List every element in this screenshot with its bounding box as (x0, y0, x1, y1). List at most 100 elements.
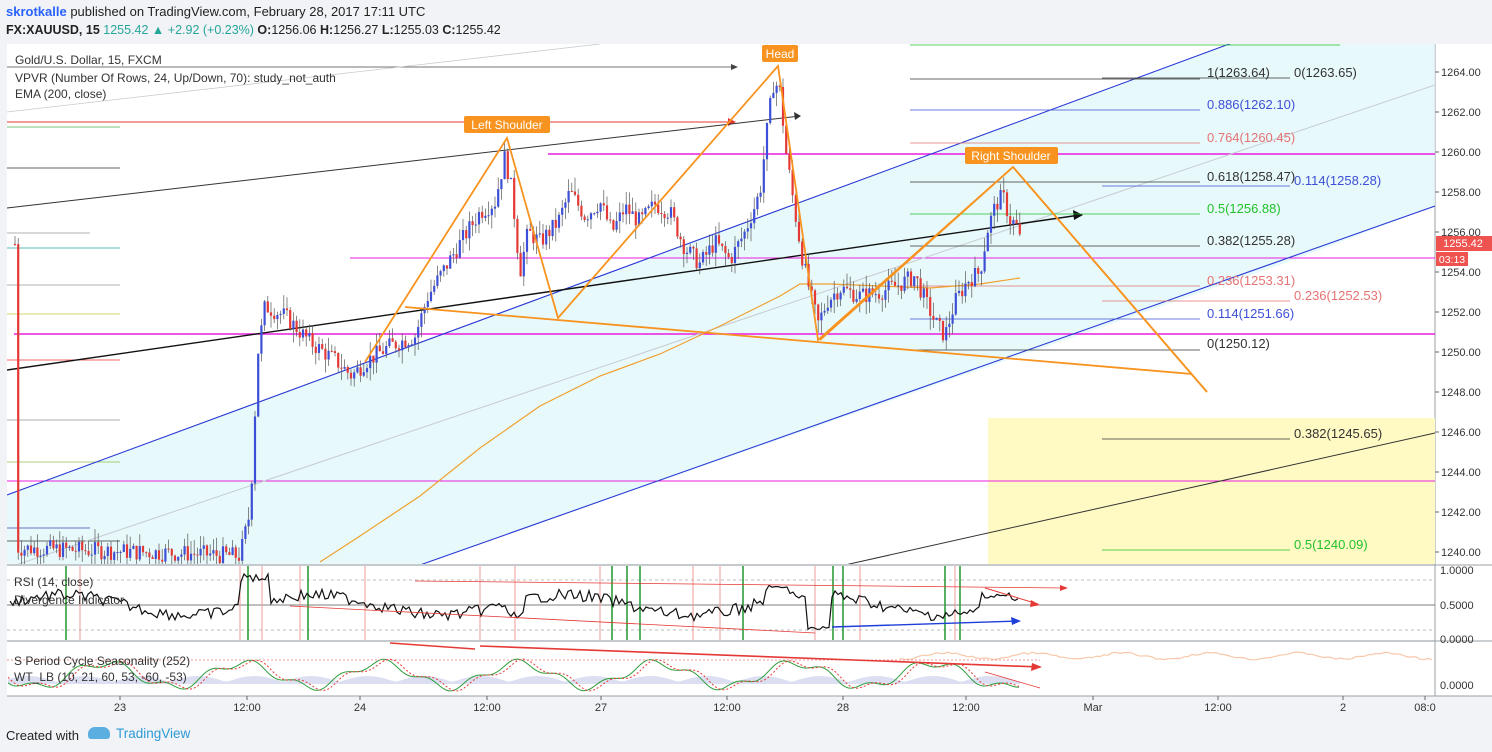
candle-body (986, 232, 989, 252)
footer-bar: Created with TradingView (0, 718, 1492, 752)
rsi-pane (7, 566, 1435, 640)
candle-body (365, 368, 369, 373)
candle-body (877, 294, 881, 299)
candle-body (938, 317, 941, 321)
candle-body (983, 251, 986, 272)
chart-legend: Gold/U.S. Dollar, 15, FXCM VPVR (Number … (15, 53, 336, 101)
candle-body (193, 553, 196, 555)
created-with: Created with (6, 728, 79, 743)
candle-body (954, 293, 957, 315)
candle-body (407, 344, 410, 348)
candle-body (180, 554, 183, 557)
vpvr-lines (7, 126, 120, 542)
candle-body (641, 212, 644, 215)
candle-body (874, 294, 877, 296)
candle-body (762, 159, 765, 193)
candle-body (244, 526, 247, 539)
price-tick-label: 1242.00 (1441, 507, 1481, 519)
price-tick-label: 1260.00 (1441, 147, 1481, 159)
candle-body (743, 231, 746, 239)
last-price-badge: 1255.42 03:13 (1436, 236, 1492, 266)
price-axis-bg (1435, 44, 1492, 696)
candle-body (634, 211, 637, 226)
gray-trend (7, 44, 601, 113)
tradingview-logo[interactable]: TradingView (88, 726, 190, 741)
candle-body (695, 248, 698, 269)
fib-label: 0.382(1245.65) (1294, 426, 1382, 441)
candle-body (557, 214, 561, 228)
candle-body (413, 337, 417, 345)
candle-body (340, 367, 343, 369)
candle-body (538, 233, 541, 235)
candle-body (945, 327, 948, 341)
publication-info: skrotkalle published on TradingView.com,… (6, 4, 425, 19)
candle-body (602, 203, 605, 206)
candle-body (474, 224, 477, 226)
candle-body (865, 288, 868, 302)
candle-body (417, 326, 420, 338)
fib-label: 0.114(1258.28) (1294, 173, 1381, 188)
candle-body (439, 271, 442, 276)
author-link[interactable]: skrotkalle (6, 4, 67, 19)
rsi-line (9, 572, 1019, 631)
candle-body (637, 212, 641, 226)
fib-label: 0.114(1251.66) (1207, 306, 1294, 321)
bar-countdown: 03:13 (1439, 254, 1465, 266)
candle-body (391, 338, 394, 342)
candle-body (797, 221, 801, 242)
rsi-title: RSI (14, close) (14, 575, 93, 589)
candle-body (913, 276, 916, 286)
candle-body (221, 546, 225, 564)
candle-body (823, 310, 826, 313)
season-pane (7, 642, 1433, 692)
candle-body (586, 219, 589, 221)
chart-area[interactable]: Left Shoulder Head Right Shoulder 1(1263… (0, 44, 1492, 718)
candle-body (426, 301, 429, 308)
candle-body (653, 201, 657, 205)
candle-body (337, 353, 340, 368)
candle-body (593, 213, 596, 215)
candle-body (445, 265, 449, 269)
time-tick-label: 12:00 (1204, 702, 1232, 714)
candle-body (397, 348, 401, 351)
close-label: C: (442, 23, 456, 37)
candle-body (289, 310, 292, 329)
candle-body (842, 286, 845, 293)
candle-body (685, 252, 689, 255)
candle-body (845, 286, 849, 289)
candle-body (90, 554, 93, 556)
candle-body (513, 177, 516, 219)
channel-mid (17, 84, 1435, 564)
season-pane-bg (7, 642, 1435, 696)
published-text: published on TradingView.com, February 2… (66, 4, 426, 19)
candle-body (813, 290, 817, 305)
candle-body (292, 320, 295, 329)
candle-body (596, 211, 599, 214)
candle-body (17, 244, 20, 553)
candle-body (36, 547, 39, 557)
time-tick-label: 24 (354, 702, 366, 714)
candle-body (765, 122, 769, 160)
candle-body (141, 546, 145, 553)
season-title: S Period Cycle Seasonality (252) (14, 654, 190, 668)
high-value: 1256.27 (333, 23, 379, 37)
fib-label: 0(1263.65) (1294, 65, 1357, 80)
candle-body (631, 211, 634, 214)
candle-body (519, 252, 522, 277)
candle-body (125, 544, 129, 558)
rsi-axis: 1.0000 0.5000 0.0000 (1440, 565, 1474, 646)
candle-body (218, 555, 221, 564)
candle-body (817, 304, 820, 321)
fib-lines-upper (910, 44, 1340, 551)
candle-body (471, 221, 474, 226)
candle-body (433, 285, 436, 292)
price-tick-label: 1244.00 (1441, 467, 1481, 479)
candle-body (778, 85, 781, 87)
candle-body (225, 546, 228, 553)
candle-body (916, 276, 919, 279)
candle-body (119, 551, 122, 553)
candle-body (247, 519, 250, 527)
candle-body (129, 548, 132, 558)
candle-body (401, 340, 404, 351)
candle-body (177, 556, 180, 561)
